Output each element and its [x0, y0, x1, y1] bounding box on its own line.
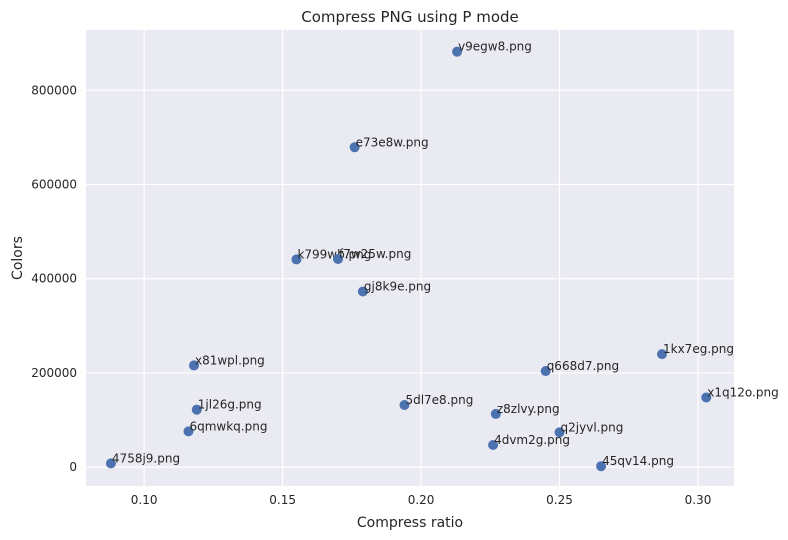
- data-point: [452, 46, 463, 57]
- data-point: [191, 404, 202, 415]
- data-point: [333, 253, 343, 264]
- data-point: [105, 458, 116, 469]
- data-point: [189, 360, 199, 371]
- data-point: [349, 142, 360, 153]
- data-point-label: 45qv14.png: [602, 454, 674, 468]
- data-point: [490, 408, 501, 419]
- data-point: [540, 366, 551, 377]
- data-point-label: f7w25w.png: [339, 247, 411, 261]
- y-tick-label: 200000: [31, 366, 77, 380]
- data-point-label: q2jyvl.png: [561, 420, 624, 434]
- x-tick-label: 0.30: [685, 493, 712, 507]
- data-point-label: 4dvm2g.png: [494, 433, 570, 447]
- data-point: [357, 286, 368, 297]
- data-point: [596, 461, 607, 472]
- data-point-label: z8zlvy.png: [497, 402, 560, 416]
- data-point: [554, 427, 565, 438]
- data-point-label: 1kx7eg.png: [663, 342, 734, 356]
- x-tick-label: 0.25: [546, 493, 573, 507]
- data-point: [183, 426, 194, 437]
- y-tick-label: 600000: [31, 178, 77, 192]
- grid-lines: [86, 30, 734, 486]
- data-point-label: q668d7.png: [547, 359, 619, 373]
- y-axis-ticks: 0 200000 400000 600000 800000: [31, 83, 77, 474]
- x-axis-label: Compress ratio: [357, 515, 463, 531]
- data-point: [488, 440, 499, 451]
- data-point: [701, 392, 712, 403]
- data-point-label: v9egw8.png: [458, 40, 532, 54]
- data-point-label: e73e8w.png: [356, 135, 429, 149]
- data-point-label: 6qmwkq.png: [189, 419, 267, 433]
- data-point-label: 5dl7e8.png: [405, 393, 473, 407]
- x-tick-label: 0.15: [269, 493, 296, 507]
- data-points: v9egw8.png e73e8w.png k799wb.pngf7w25w.png…: [105, 40, 779, 472]
- data-point-label: x1q12o.png: [707, 385, 778, 399]
- data-point: [399, 399, 410, 410]
- data-point-label: x81wpl.png: [195, 353, 265, 367]
- data-point-label: 4758j9.png: [112, 451, 180, 465]
- y-tick-label: 400000: [31, 272, 77, 286]
- x-tick-label: 0.10: [131, 493, 158, 507]
- data-point: [291, 254, 302, 265]
- y-tick-label: 0: [69, 460, 77, 474]
- data-point: [657, 349, 667, 360]
- y-axis-label: Colors: [10, 236, 26, 280]
- data-point-label: k799wb.png: [297, 247, 371, 261]
- chart-title: Compress PNG using P mode: [301, 8, 519, 26]
- x-axis-ticks: 0.10 0.15 0.20 0.25 0.30: [131, 493, 712, 507]
- x-tick-label: 0.20: [408, 493, 435, 507]
- data-point-label: 1jl26g.png: [198, 398, 262, 412]
- y-tick-label: 800000: [31, 83, 77, 97]
- data-point-label: gj8k9e.png: [364, 279, 431, 293]
